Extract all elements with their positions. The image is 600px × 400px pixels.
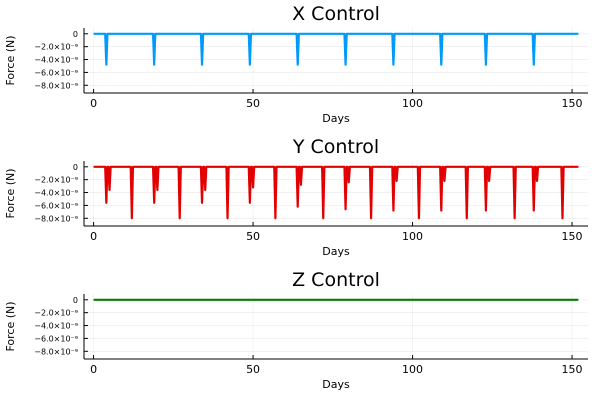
chart-title: Y Control [292,136,379,158]
y-tick-label: 0 [73,296,78,305]
x-axis-label: Days [322,378,350,391]
x-tick-label: 0 [90,363,97,376]
x-tick-label: 50 [246,97,260,110]
y-tick-label: −8.0×10⁻⁹ [34,214,78,223]
y-tick-label: −8.0×10⁻⁹ [34,81,78,90]
y-tick-label: −6.0×10⁻⁹ [34,68,78,77]
y-tick-label: −4.0×10⁻⁹ [34,56,78,65]
y-tick-label: −8.0×10⁻⁹ [34,347,78,356]
y-tick-label: −4.0×10⁻⁹ [34,322,78,331]
y-tick-label: 0 [73,163,78,172]
y-tick-label: −6.0×10⁻⁹ [34,201,78,210]
x-tick-label: 150 [562,363,583,376]
x-tick-label: 50 [246,363,260,376]
x-tick-label: 150 [562,230,583,243]
x-tick-label: 100 [402,97,423,110]
x-tick-label: 100 [402,230,423,243]
x-axis-label: Days [322,245,350,258]
y-axis-label: Force (N) [4,168,17,218]
y-tick-label: −2.0×10⁻⁹ [34,309,78,318]
chart-title: X Control [292,3,380,25]
x-tick-label: 0 [90,97,97,110]
x-tick-label: 50 [246,230,260,243]
y-axis-label: Force (N) [4,35,17,85]
y-tick-label: −2.0×10⁻⁹ [34,176,78,185]
chart-title: Z Control [292,269,380,291]
x-tick-label: 0 [90,230,97,243]
series-line [93,165,579,220]
y-tick-label: −6.0×10⁻⁹ [34,334,78,343]
x-axis-label: Days [322,112,350,125]
y-tick-label: −4.0×10⁻⁹ [34,189,78,198]
x-tick-label: 100 [402,363,423,376]
x-tick-label: 150 [562,97,583,110]
series-line [93,32,579,66]
y-tick-label: −2.0×10⁻⁹ [34,43,78,52]
y-axis-label: Force (N) [4,301,17,351]
y-tick-label: 0 [73,30,78,39]
